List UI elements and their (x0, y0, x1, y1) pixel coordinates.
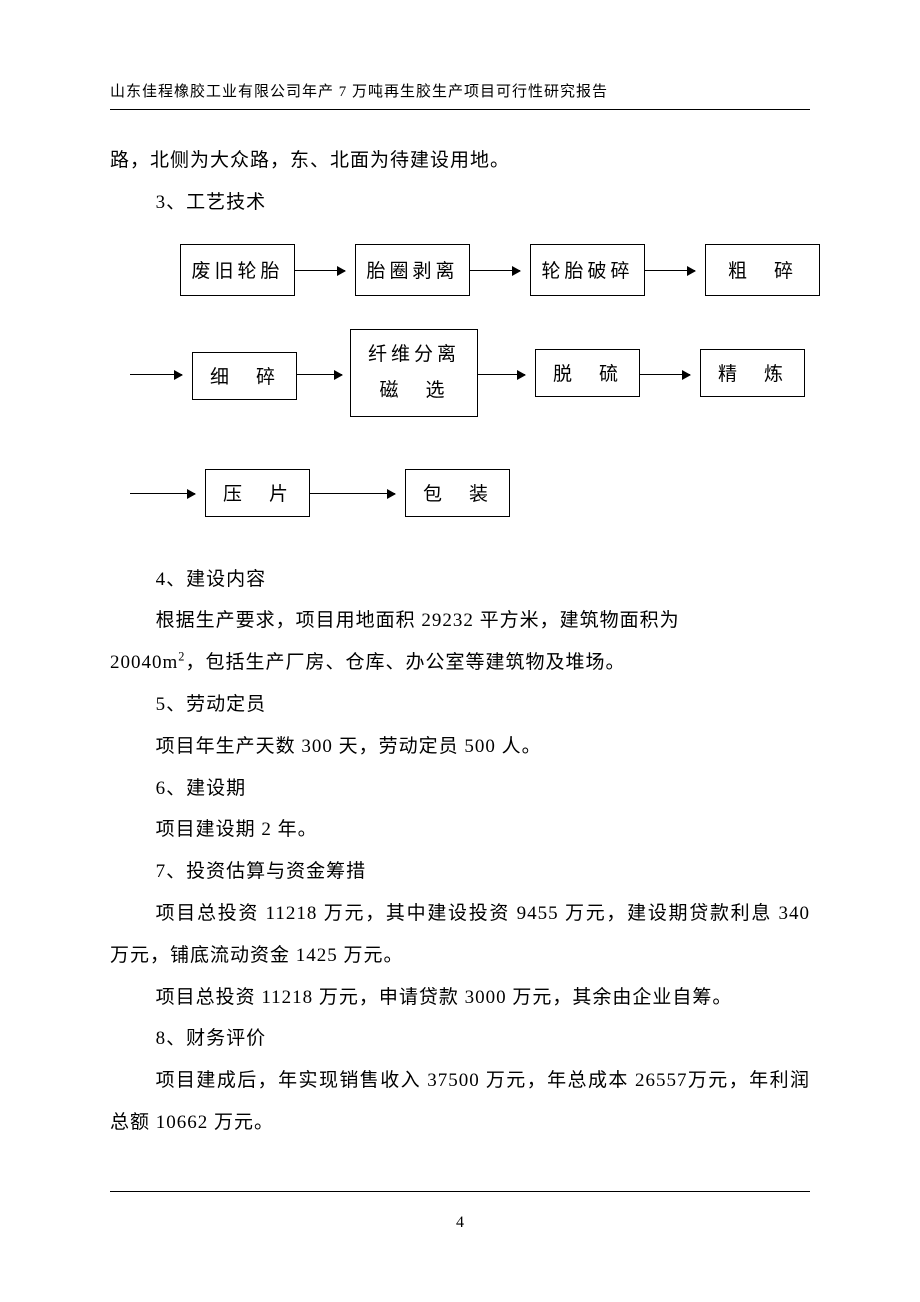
section-4-title: 4、建设内容 (110, 559, 810, 601)
flow-node-n9: 压 片 (205, 469, 310, 517)
flow-arrow-8 (310, 493, 395, 495)
flow-arrow-5 (478, 374, 525, 376)
flow-arrow-6 (640, 374, 690, 376)
section-7-p2: 项目总投资 11218 万元，申请贷款 3000 万元，其余由企业自筹。 (110, 977, 810, 1019)
flow-arrow-4 (297, 374, 342, 376)
flow-node-n7: 脱 硫 (535, 349, 640, 397)
flow-arrow-0 (295, 270, 345, 272)
section-3-title: 3、工艺技术 (110, 182, 810, 224)
flow-arrow-1 (470, 270, 520, 272)
flow-arrow-7 (130, 493, 195, 495)
flow-arrow-2 (645, 270, 695, 272)
process-flowchart: 废旧轮胎 胎圈剥离 轮胎破碎 粗 碎细 碎 纤维分离磁 选 脱 硫 精 炼压 片 包 装 (140, 244, 840, 544)
section-8-title: 8、财务评价 (110, 1018, 810, 1060)
flow-node-n10: 包 装 (405, 469, 510, 517)
flow-node-n2: 胎圈剥离 (355, 244, 470, 296)
flow-node-n5: 细 碎 (192, 352, 297, 400)
section-5-title: 5、劳动定员 (110, 684, 810, 726)
section-8-p1: 项目建成后，年实现销售收入 37500 万元，年总成本 26557万元，年利润总… (110, 1060, 810, 1144)
flow-node-n6: 纤维分离磁 选 (350, 329, 478, 417)
flow-node-n8: 精 炼 (700, 349, 805, 397)
page-header: 山东佳程橡胶工业有限公司年产 7 万吨再生胶生产项目可行性研究报告 (110, 80, 810, 110)
footer-divider (110, 1191, 810, 1192)
section-6-p1: 项目建设期 2 年。 (110, 809, 810, 851)
flow-arrow-3 (130, 374, 182, 376)
flow-node-n3: 轮胎破碎 (530, 244, 645, 296)
section-4-p1a: 根据生产要求，项目用地面积 29232 平方米，建筑物面积为 (110, 600, 810, 642)
body-text: 4、建设内容 根据生产要求，项目用地面积 29232 平方米，建筑物面积为 20… (110, 559, 810, 1144)
section-7-title: 7、投资估算与资金筹措 (110, 851, 810, 893)
page-number: 4 (0, 1214, 920, 1232)
flow-node-n4: 粗 碎 (705, 244, 820, 296)
section-6-title: 6、建设期 (110, 768, 810, 810)
section-7-p1: 项目总投资 11218 万元，其中建设投资 9455 万元，建设期贷款利息 34… (110, 893, 810, 977)
intro-paragraph: 路，北侧为大众路，东、北面为待建设用地。 (110, 140, 810, 182)
section-5-p1: 项目年生产天数 300 天，劳动定员 500 人。 (110, 726, 810, 768)
flow-node-n1: 废旧轮胎 (180, 244, 295, 296)
section-4-p1b: 20040m2，包括生产厂房、仓库、办公室等建筑物及堆场。 (110, 642, 810, 684)
